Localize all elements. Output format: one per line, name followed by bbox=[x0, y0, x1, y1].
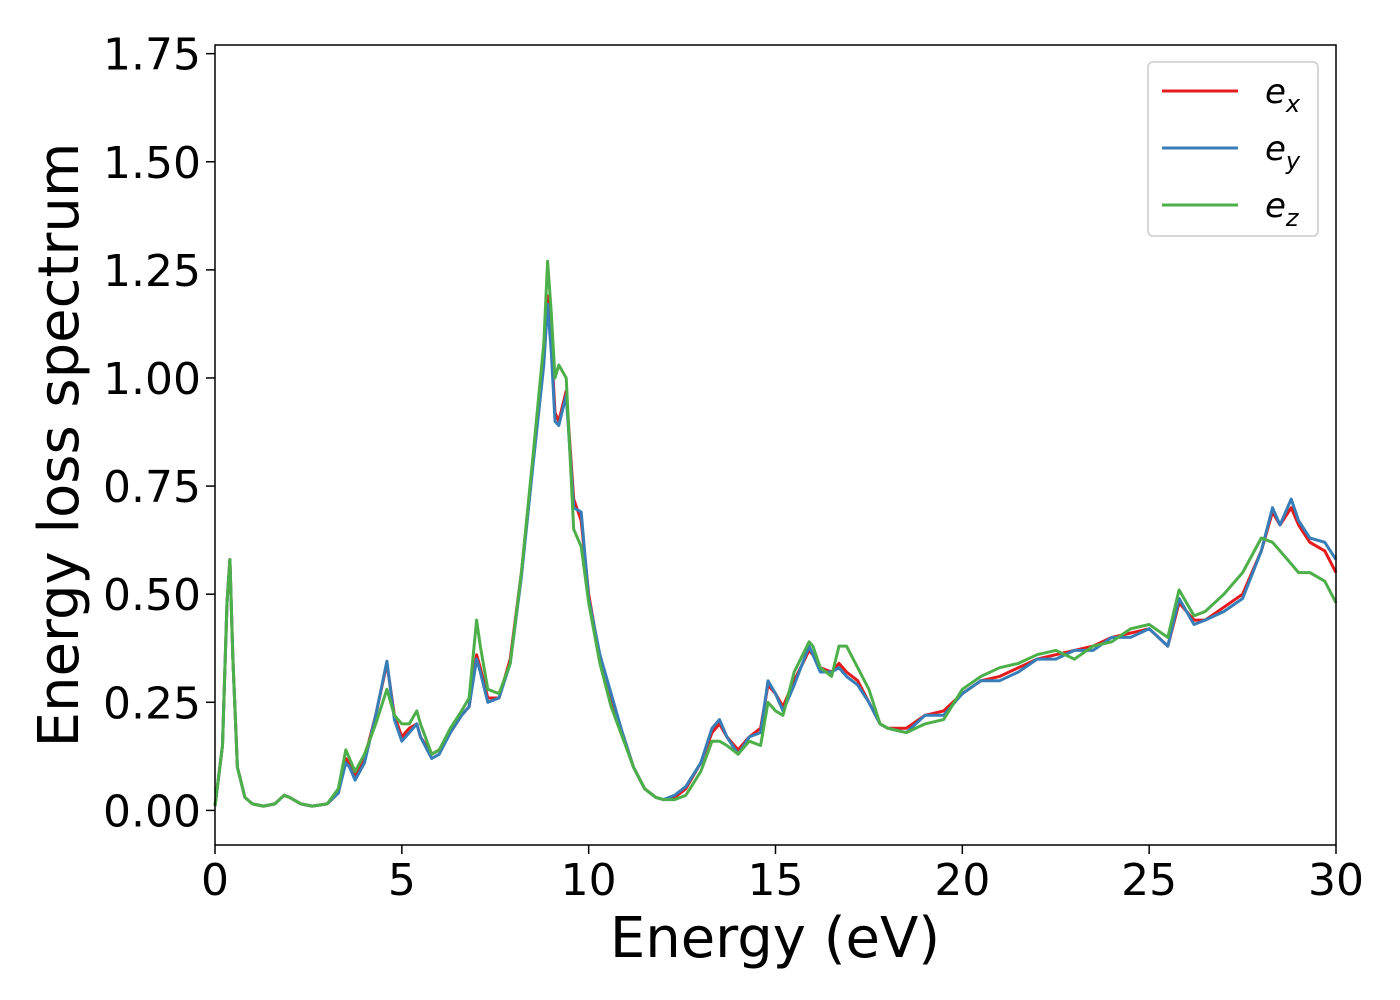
y-axis: 0.00 0.25 0.50 0.75 1.00 1.25 1.50 1.75 bbox=[103, 30, 215, 837]
legend-label-x: ex bbox=[1265, 72, 1301, 118]
x-tick-label: 15 bbox=[748, 855, 804, 906]
legend-label-y: ey bbox=[1265, 129, 1301, 175]
legend-label-subscript: x bbox=[1285, 90, 1301, 118]
x-tick-label: 20 bbox=[934, 855, 990, 906]
series-layer bbox=[213, 259, 1338, 808]
legend-label-base: e bbox=[1265, 129, 1286, 169]
y-tick-label: 1.00 bbox=[103, 354, 201, 405]
x-tick-label: 0 bbox=[201, 855, 229, 906]
x-tick-label: 30 bbox=[1308, 855, 1364, 906]
y-tick-label: 0.50 bbox=[103, 570, 201, 621]
y-tick-label: 0.25 bbox=[103, 678, 201, 729]
y-tick-label: 1.75 bbox=[103, 30, 201, 81]
legend-label-base: e bbox=[1265, 186, 1286, 226]
x-axis-label: Energy (eV) bbox=[610, 906, 940, 971]
legend-label-subscript: z bbox=[1285, 204, 1300, 232]
x-tick-label: 10 bbox=[561, 855, 617, 906]
y-tick-label: 1.25 bbox=[103, 246, 201, 297]
y-tick-label: 0.00 bbox=[103, 786, 201, 837]
series-line-z bbox=[213, 259, 1338, 808]
x-axis: 0 5 10 15 20 25 30 bbox=[201, 845, 1364, 906]
x-tick-label: 5 bbox=[388, 855, 416, 906]
y-tick-label: 0.75 bbox=[103, 462, 201, 513]
y-axis-label: Energy loss spectrum bbox=[27, 143, 92, 748]
legend-label-subscript: y bbox=[1285, 147, 1301, 175]
x-tick-label: 25 bbox=[1121, 855, 1177, 906]
legend-label-base: e bbox=[1265, 72, 1286, 112]
legend-label-z: ez bbox=[1265, 186, 1300, 232]
y-tick-label: 1.50 bbox=[103, 138, 201, 189]
